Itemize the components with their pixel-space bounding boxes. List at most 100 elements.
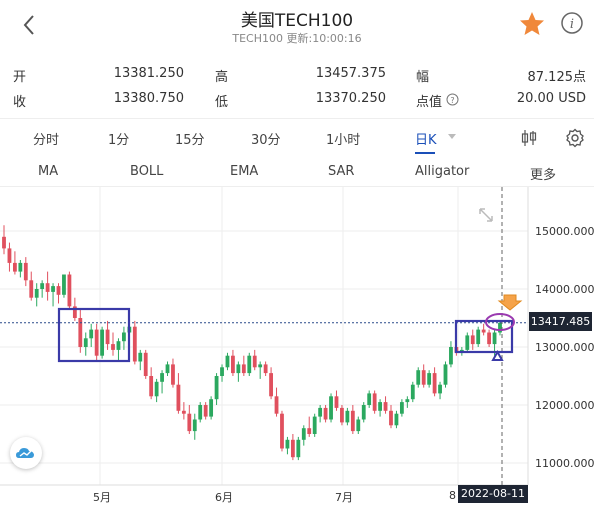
candle-body bbox=[263, 364, 268, 374]
candle-body bbox=[231, 355, 235, 374]
indicator-sar[interactable]: SAR bbox=[328, 164, 355, 179]
chart-annotations bbox=[0, 187, 528, 485]
candle-body bbox=[209, 399, 214, 417]
indicator-ma[interactable]: MA bbox=[38, 164, 59, 179]
candle-body bbox=[443, 364, 448, 385]
candle-body bbox=[389, 410, 393, 426]
candle-body bbox=[143, 352, 148, 376]
candle-body bbox=[356, 419, 361, 432]
range-label: 幅 bbox=[416, 70, 430, 85]
low-label: 低 bbox=[215, 95, 229, 110]
tab-1hour[interactable]: 1小时 bbox=[326, 133, 361, 148]
candle-body bbox=[18, 262, 23, 272]
help-icon[interactable]: ? bbox=[446, 93, 459, 106]
orange-down-arrow-icon bbox=[497, 294, 523, 311]
candle-body bbox=[40, 283, 45, 289]
candle-body bbox=[100, 329, 105, 356]
candle-body bbox=[105, 329, 110, 345]
indicator-ema[interactable]: EMA bbox=[230, 164, 259, 179]
x-tick-label: 6月 bbox=[215, 491, 233, 504]
tab-30min[interactable]: 30分 bbox=[251, 133, 281, 148]
indicator-more[interactable]: 更多 bbox=[530, 168, 557, 183]
candle-body bbox=[122, 332, 126, 342]
caret-down-icon[interactable] bbox=[447, 133, 457, 141]
candle-body bbox=[399, 402, 404, 414]
high-label: 高 bbox=[215, 70, 229, 85]
candle-body bbox=[345, 410, 350, 423]
candle-body bbox=[181, 410, 186, 414]
candle-body bbox=[280, 413, 284, 449]
candle-body bbox=[51, 286, 55, 292]
candle-body bbox=[323, 407, 328, 420]
candle-body bbox=[236, 364, 241, 374]
cursor-date-tag: 2022-08-11 bbox=[458, 485, 528, 503]
candle-body bbox=[405, 399, 410, 403]
candle-body bbox=[2, 236, 6, 249]
candle-body bbox=[116, 341, 121, 350]
tab-daily[interactable]: 日K bbox=[415, 133, 437, 148]
pip-label: 点值 bbox=[416, 95, 443, 110]
candle-body bbox=[372, 393, 377, 411]
tab-15min[interactable]: 15分 bbox=[175, 133, 205, 148]
candle-body bbox=[438, 384, 442, 394]
candle-body bbox=[481, 329, 486, 333]
candle-body bbox=[285, 439, 290, 449]
candle-body bbox=[427, 373, 432, 385]
cloud-icon[interactable] bbox=[10, 437, 42, 469]
pip-value: 20.00 USD bbox=[516, 91, 586, 106]
indicator-alligator[interactable]: Alligator bbox=[415, 164, 470, 179]
indicator-boll[interactable]: BOLL bbox=[130, 164, 164, 179]
candle-body bbox=[138, 352, 143, 362]
candle-type-icon[interactable] bbox=[520, 128, 538, 148]
candle-body bbox=[410, 384, 415, 400]
y-tick-label: 12000.000 bbox=[535, 399, 594, 412]
candle-body bbox=[165, 364, 170, 374]
candle-body bbox=[361, 405, 366, 420]
candle-body bbox=[220, 367, 224, 376]
candle-body bbox=[301, 428, 306, 440]
candle-body bbox=[187, 413, 192, 432]
candle-body bbox=[492, 332, 497, 345]
svg-text:?: ? bbox=[450, 96, 454, 105]
indicator-tabs: MA BOLL EMA SAR Alligator 更多 bbox=[0, 158, 594, 188]
candle-body bbox=[394, 413, 399, 426]
svg-text:i: i bbox=[570, 17, 574, 32]
back-chevron-icon[interactable] bbox=[14, 10, 44, 40]
info-icon[interactable]: i bbox=[560, 11, 584, 35]
candle-body bbox=[132, 326, 137, 362]
candle-body bbox=[378, 402, 382, 411]
range-value: 87.125点 bbox=[527, 70, 587, 85]
candle-body bbox=[171, 364, 175, 385]
quote-panel: 开 13381.250 高 13457.375 幅 87.125点 收 1338… bbox=[0, 58, 594, 112]
candle-body bbox=[34, 289, 39, 298]
y-tick-label: 11000.000 bbox=[535, 457, 594, 470]
settings-gear-icon[interactable] bbox=[565, 128, 585, 148]
tab-timeshare[interactable]: 分时 bbox=[33, 133, 60, 148]
candle-body bbox=[340, 407, 344, 423]
candle-body bbox=[416, 370, 421, 385]
candle-body bbox=[241, 364, 246, 374]
candle-body bbox=[498, 322, 502, 333]
candle-body bbox=[312, 416, 317, 434]
candle-body bbox=[432, 373, 437, 394]
candle-body bbox=[23, 262, 28, 281]
y-tick-label: 15000.000 bbox=[535, 225, 594, 238]
candle-body bbox=[7, 248, 12, 263]
candle-body bbox=[62, 274, 66, 295]
candle-body bbox=[111, 344, 115, 350]
candle-body bbox=[350, 410, 355, 432]
divider bbox=[0, 118, 594, 119]
candle-body bbox=[296, 439, 301, 458]
candle-body bbox=[258, 364, 263, 368]
candle-body bbox=[470, 335, 475, 345]
tab-1min[interactable]: 1分 bbox=[108, 133, 130, 148]
candle-body bbox=[367, 393, 372, 405]
candle-body bbox=[487, 332, 492, 345]
candle-body bbox=[329, 396, 333, 420]
star-icon[interactable] bbox=[518, 10, 546, 38]
open-label: 开 bbox=[13, 70, 27, 85]
y-tick-label: 14000.000 bbox=[535, 283, 594, 296]
candlestick-chart[interactable] bbox=[0, 187, 594, 511]
candle-body bbox=[383, 402, 388, 411]
candle-body bbox=[274, 396, 279, 414]
